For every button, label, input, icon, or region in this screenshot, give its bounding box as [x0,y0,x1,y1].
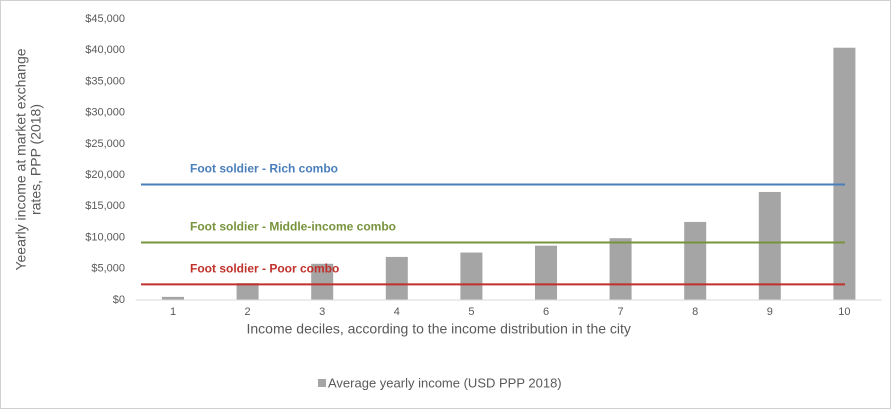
x-axis-title: Income deciles, according to the income … [246,321,630,337]
reference-label: Foot soldier - Middle-income combo [190,220,396,234]
bar [311,263,334,300]
y-tick-label: $30,000 [85,107,125,119]
y-tick-label: $5,000 [91,263,125,275]
y-axis-title: rates, PPP (2018) [28,104,44,215]
y-tick-label: $45,000 [85,13,125,25]
bar [385,256,408,300]
x-tick-label: 4 [394,306,400,318]
legend-swatch [318,379,326,387]
x-tick-label: 5 [468,306,474,318]
y-tick-label: $40,000 [85,44,125,56]
bar [460,252,483,300]
bar [684,221,707,300]
y-tick-label: $20,000 [85,169,125,181]
legend-label: Average yearly income (USD PPP 2018) [328,375,562,390]
y-tick-label: $10,000 [85,231,125,243]
x-tick-label: 3 [319,306,325,318]
x-tick-label: 6 [543,306,549,318]
reference-label: Foot soldier - Poor combo [190,262,339,276]
bar [609,238,632,300]
reference-label: Foot soldier - Rich combo [190,162,338,176]
y-tick-label: $35,000 [85,75,125,87]
x-tick-label: 1 [170,306,176,318]
x-tick-label: 8 [692,306,698,318]
bar [833,47,856,301]
y-tick-label: $25,000 [85,138,125,150]
bar [162,296,184,300]
x-tick-label: 9 [767,306,773,318]
bar [758,191,781,300]
bar [236,283,259,300]
y-tick-label: $0 [113,294,125,306]
y-axis-title: Yeearly income at market exchange [13,48,29,270]
x-tick-label: 10 [838,306,850,318]
y-tick-label: $15,000 [85,200,125,212]
bar [535,245,557,300]
x-tick-label: 2 [245,306,251,318]
x-tick-label: 7 [618,306,624,318]
